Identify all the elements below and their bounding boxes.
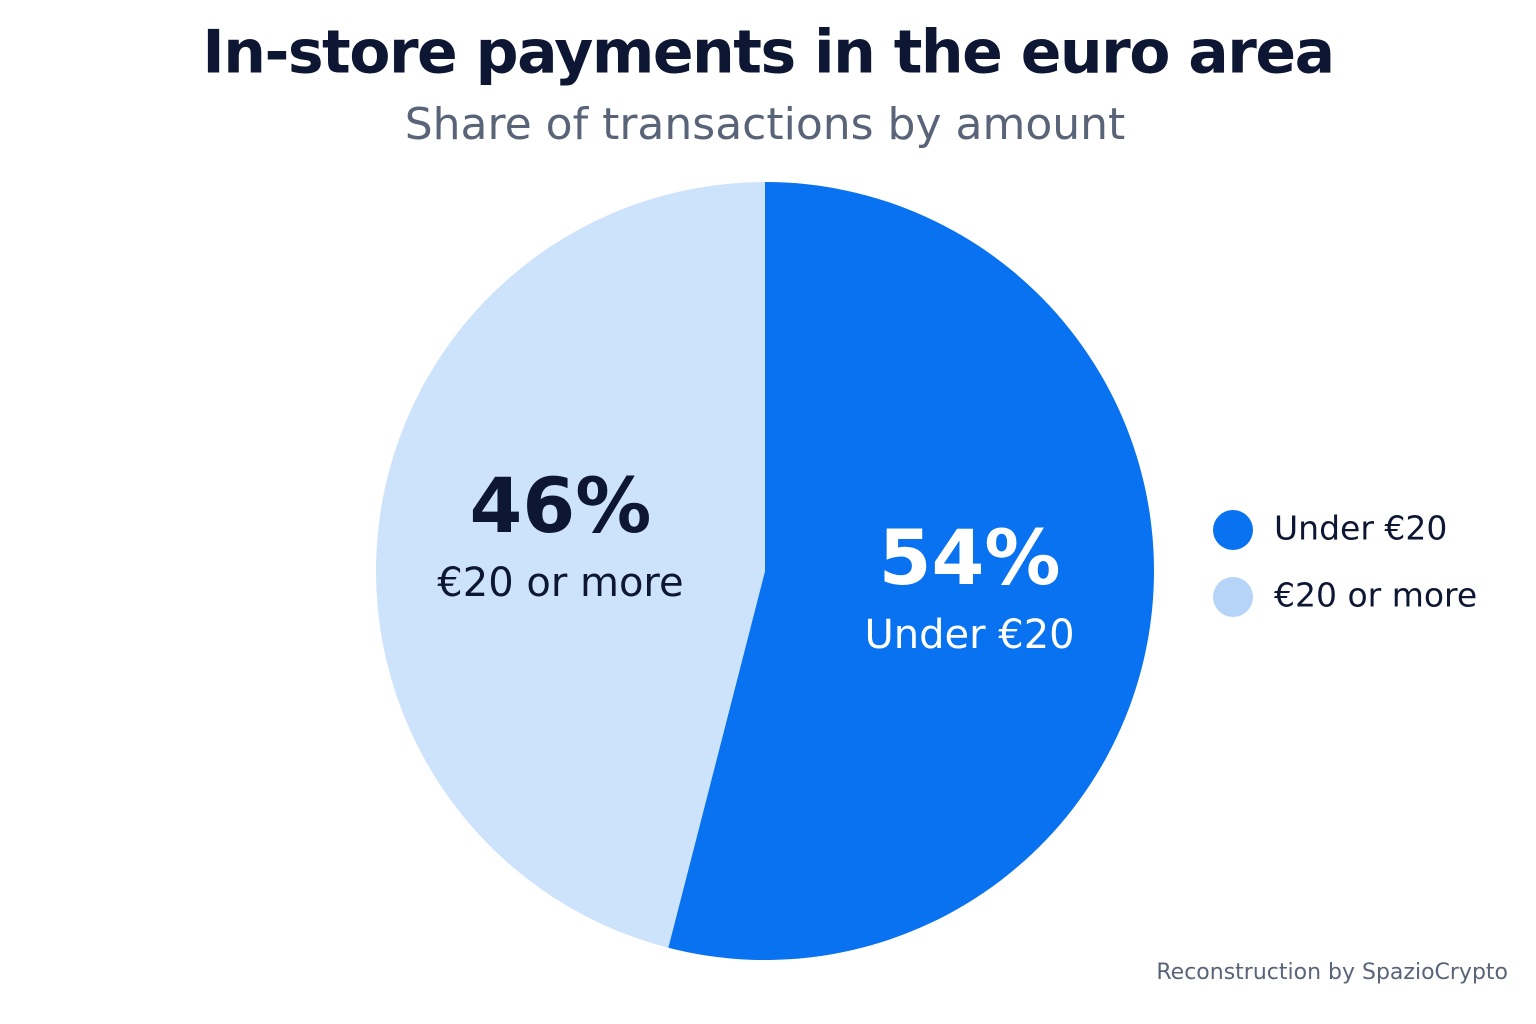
legend-label: Under €20 [1274,509,1447,548]
chart-subtitle: Share of transactions by amount [405,99,1126,150]
legend-swatch [1213,577,1253,617]
legend-swatch [1213,510,1253,550]
legend-label: €20 or more [1274,576,1477,615]
chart-title: In-store payments in the euro area [202,18,1333,88]
credit: Reconstruction by SpazioCrypto [1156,960,1508,985]
slice-category-label: Under €20 [864,612,1074,658]
pie-slice [375,182,765,948]
slice-value-label: 54% [879,513,1061,602]
slice-value-label: 46% [469,461,651,550]
slice-category-label: €20 or more [437,560,683,606]
pie-slice [668,182,1154,960]
